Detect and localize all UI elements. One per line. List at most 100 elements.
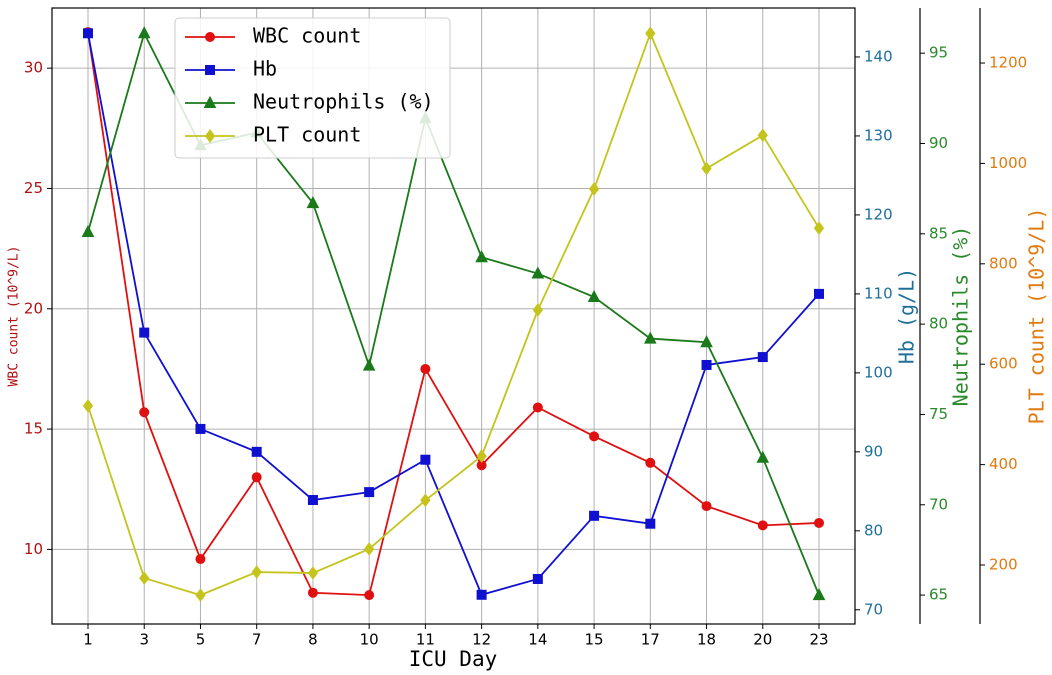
y-axis-label: Hb (g/L)	[895, 268, 919, 364]
x-tick-label: 8	[308, 631, 318, 649]
data-point	[195, 554, 206, 565]
data-point	[420, 363, 431, 374]
y-tick-label: 130	[864, 126, 893, 144]
data-point	[195, 588, 206, 602]
y-tick-label: 800	[989, 254, 1018, 272]
x-tick-label: 10	[360, 631, 379, 649]
series-line	[87, 31, 820, 597]
legend-label: Hb	[253, 57, 277, 81]
y-tick-label: 25	[24, 179, 43, 197]
x-tick-label: 1	[83, 631, 93, 649]
data-point	[364, 542, 375, 556]
legend-label: WBC count	[253, 24, 361, 48]
y-tick-label: 100	[864, 363, 893, 381]
data-point	[139, 571, 150, 585]
data-point	[362, 358, 376, 371]
x-tick-label: 17	[641, 631, 660, 649]
data-point	[531, 266, 545, 279]
y-tick-label: 70	[864, 600, 883, 618]
x-tick-label: 7	[252, 631, 262, 649]
data-point	[251, 565, 262, 579]
data-point	[195, 423, 206, 434]
plot-frame	[51, 7, 856, 625]
y-tick-label: 90	[929, 134, 948, 152]
legend-marker	[205, 32, 215, 42]
x-tick-label: 12	[472, 631, 491, 649]
data-point	[420, 493, 431, 508]
data-point	[83, 28, 93, 39]
y-tick-label: 80	[864, 521, 883, 539]
data-point	[251, 472, 262, 483]
y-tick-label: 20	[24, 299, 43, 317]
data-point	[645, 26, 656, 41]
x-tick-label: 11	[416, 631, 435, 649]
y-tick-label: 90	[864, 442, 883, 460]
y-tick-label: 30	[24, 59, 43, 77]
data-point	[814, 517, 824, 528]
data-point	[532, 402, 543, 413]
legend-marker	[204, 129, 216, 143]
data-point	[475, 250, 488, 263]
data-point	[82, 399, 94, 413]
y-tick-label: 10	[24, 540, 43, 558]
data-point	[588, 182, 600, 196]
y-tick-label: 110	[864, 284, 893, 302]
data-point	[139, 327, 150, 338]
data-point	[306, 196, 320, 209]
x-tick-label: 5	[196, 631, 206, 649]
data-point	[589, 431, 600, 442]
data-point	[137, 26, 151, 39]
legend-box	[174, 17, 451, 159]
y-tick-label: 80	[929, 315, 948, 333]
y-axis-label: Neutrophils (%)	[949, 226, 973, 407]
data-point	[307, 495, 318, 506]
data-point	[139, 407, 150, 418]
y-tick-label: 120	[864, 205, 893, 223]
y-tick-label: 70	[929, 495, 948, 513]
y-axis-label: PLT count (10^9/L)	[1025, 208, 1049, 425]
x-axis-label: ICU Day	[409, 647, 498, 671]
data-point	[476, 589, 487, 600]
data-point	[307, 587, 318, 598]
y-tick-label: 200	[989, 556, 1018, 574]
data-point	[420, 454, 431, 465]
x-tick-label: 20	[753, 631, 772, 649]
data-point	[532, 303, 543, 317]
y-tick-label: 400	[989, 455, 1018, 473]
y-tick-label: 85	[929, 224, 948, 242]
data-point	[757, 352, 768, 363]
data-point	[813, 221, 825, 236]
data-point	[307, 566, 319, 580]
y-tick-label: 95	[929, 44, 948, 62]
data-point	[645, 457, 656, 468]
y-tick-label: 600	[989, 355, 1018, 373]
y-tick-label: 1200	[989, 54, 1027, 72]
data-point	[476, 449, 487, 463]
y-tick-label: 75	[929, 405, 948, 423]
legend-marker	[203, 95, 217, 108]
data-point	[589, 510, 600, 521]
x-tick-label: 14	[528, 631, 547, 649]
legend-label: PLT count	[253, 123, 361, 147]
data-point	[701, 161, 712, 176]
legend-marker	[205, 65, 215, 75]
data-point	[364, 487, 375, 498]
data-point	[701, 359, 712, 370]
y-tick-label: 1000	[989, 154, 1027, 172]
data-point	[645, 518, 656, 529]
y-axis-label: WBC count (10^9/L)	[7, 246, 22, 387]
data-point	[364, 590, 375, 601]
data-point	[701, 501, 712, 512]
data-point	[587, 289, 601, 303]
y-tick-label: 15	[24, 420, 43, 438]
x-tick-label: 3	[139, 631, 149, 649]
data-point	[757, 128, 768, 143]
series-line	[87, 30, 820, 597]
data-point	[700, 335, 713, 348]
legend-label: Neutrophils (%)	[253, 90, 434, 114]
series-line	[87, 33, 820, 596]
x-tick-label: 23	[809, 631, 828, 649]
data-point	[756, 450, 770, 463]
data-point	[812, 588, 826, 601]
